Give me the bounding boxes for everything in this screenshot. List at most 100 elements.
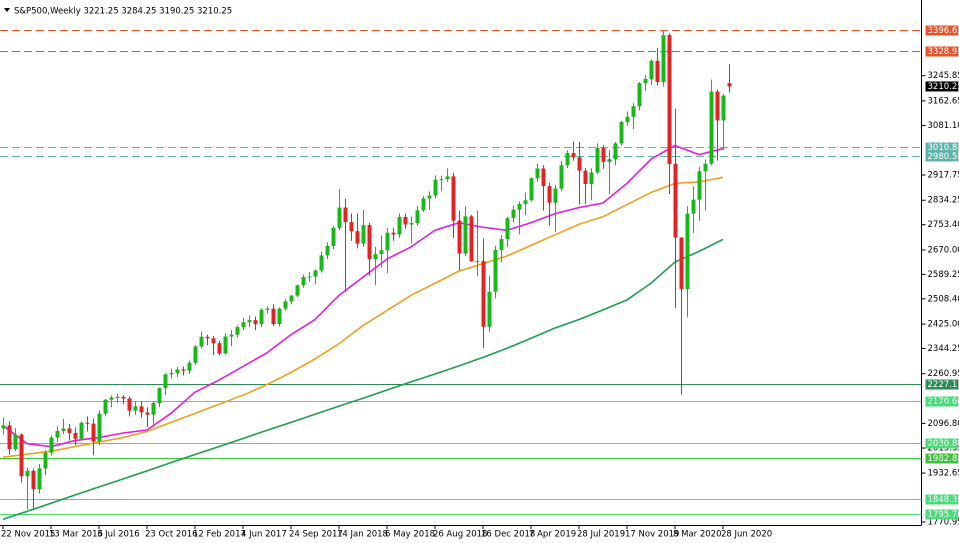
candle-body bbox=[529, 178, 534, 201]
candle-body bbox=[433, 179, 438, 196]
candle-body bbox=[571, 153, 576, 158]
candle-body bbox=[37, 468, 42, 489]
candle-body bbox=[295, 285, 300, 296]
level-label: 2030.80 bbox=[928, 439, 959, 449]
y-tick-label: 3081.10 bbox=[928, 121, 959, 131]
candle-body bbox=[577, 157, 582, 171]
x-tick-label: 22 Nov 2015 bbox=[1, 530, 55, 540]
y-tick-label: 2425.00 bbox=[928, 320, 959, 330]
chart-title: S&P500,Weekly 3221.25 3284.25 3190.25 32… bbox=[14, 7, 232, 17]
level-tag bbox=[925, 379, 959, 390]
candle-body bbox=[469, 216, 474, 262]
candle-body bbox=[685, 213, 690, 289]
y-tick-label: 2589.25 bbox=[928, 270, 959, 280]
candle-body bbox=[25, 470, 30, 477]
menu-arrow bbox=[4, 8, 10, 12]
moving-average bbox=[2, 144, 724, 448]
candle-body bbox=[199, 336, 204, 347]
candle-body bbox=[619, 121, 624, 144]
candle-body bbox=[643, 78, 648, 84]
candle-body bbox=[349, 222, 354, 232]
candle-body bbox=[637, 83, 642, 107]
x-tick-label: 13 Mar 2016 bbox=[49, 530, 103, 540]
level-tag bbox=[925, 142, 959, 153]
candle-body bbox=[607, 159, 612, 162]
level-label: 2980.58 bbox=[928, 152, 959, 162]
candle-body bbox=[319, 255, 324, 271]
candle-body bbox=[427, 195, 432, 199]
x-tick-label: 26 Aug 2018 bbox=[433, 530, 487, 540]
candle-body bbox=[139, 406, 144, 413]
x-tick-label: 28 Jun 2020 bbox=[721, 530, 772, 540]
candle-body bbox=[175, 369, 180, 374]
candle-body bbox=[421, 198, 426, 211]
candle-body bbox=[169, 373, 174, 375]
candle-body bbox=[307, 276, 312, 278]
y-tick-label: 2753.40 bbox=[928, 220, 959, 230]
candle-body bbox=[709, 91, 714, 164]
candle-body bbox=[541, 168, 546, 187]
candle-body bbox=[301, 276, 306, 286]
y-tick-label: 1932.65 bbox=[928, 469, 959, 479]
candle-body bbox=[133, 406, 138, 411]
level-label: 1795.76 bbox=[928, 510, 959, 520]
candle-body bbox=[259, 309, 264, 325]
candle-body bbox=[85, 422, 90, 424]
price-tag-label: 3210.25 bbox=[928, 82, 959, 92]
candle-body bbox=[181, 369, 186, 371]
candle-body bbox=[397, 216, 402, 235]
candle-body bbox=[715, 91, 720, 121]
level-label: 1982.89 bbox=[928, 454, 959, 464]
candle-body bbox=[697, 171, 702, 200]
level-tag bbox=[925, 46, 959, 57]
candle-body bbox=[205, 336, 210, 339]
level-label: 1848.39 bbox=[928, 495, 959, 505]
candle-body bbox=[343, 207, 348, 223]
candle-body bbox=[253, 320, 258, 325]
candle-body bbox=[271, 308, 276, 325]
candle-body bbox=[373, 254, 378, 260]
candle-body bbox=[1, 425, 6, 429]
y-tick-label: 2508.40 bbox=[928, 294, 959, 304]
candle-body bbox=[463, 216, 468, 254]
candle-body bbox=[409, 223, 414, 225]
candle-body bbox=[337, 207, 342, 228]
candle-body bbox=[439, 179, 444, 181]
candle-body bbox=[55, 430, 60, 438]
candle-body bbox=[163, 374, 168, 389]
x-tick-label: 16 Dec 2018 bbox=[481, 530, 535, 540]
candle-body bbox=[415, 210, 420, 224]
candle-body bbox=[535, 168, 540, 179]
candle-body bbox=[649, 60, 654, 79]
candle-body bbox=[145, 412, 150, 415]
candle-body bbox=[367, 225, 372, 260]
candle-body bbox=[613, 143, 618, 160]
moving-average bbox=[2, 238, 724, 521]
candle-body bbox=[79, 422, 84, 439]
candle-body bbox=[553, 188, 558, 203]
candle-body bbox=[223, 336, 228, 354]
candle-body bbox=[277, 308, 282, 325]
candle-body bbox=[193, 346, 198, 363]
candle-body bbox=[601, 147, 606, 162]
candle-body bbox=[313, 270, 318, 277]
candle-body bbox=[331, 227, 336, 247]
candle-body bbox=[589, 172, 594, 184]
candle-body bbox=[595, 147, 600, 173]
y-tick-label: 2096.80 bbox=[928, 419, 959, 429]
candle-body bbox=[235, 327, 240, 335]
level-label: 3396.62 bbox=[928, 26, 959, 36]
candle-body bbox=[103, 399, 108, 414]
candle-body bbox=[679, 237, 684, 289]
candle-body bbox=[61, 428, 66, 431]
candle-body bbox=[283, 301, 288, 309]
candle-body bbox=[583, 170, 588, 184]
candle-body bbox=[127, 398, 132, 411]
x-tick-label: 7 Apr 2019 bbox=[529, 530, 576, 540]
x-tick-label: 8 Mar 2020 bbox=[673, 530, 721, 540]
candle-body bbox=[565, 153, 570, 166]
x-tick-label: 3 Jul 2016 bbox=[97, 530, 140, 540]
candle-body bbox=[457, 220, 462, 254]
candle-body bbox=[403, 216, 408, 225]
